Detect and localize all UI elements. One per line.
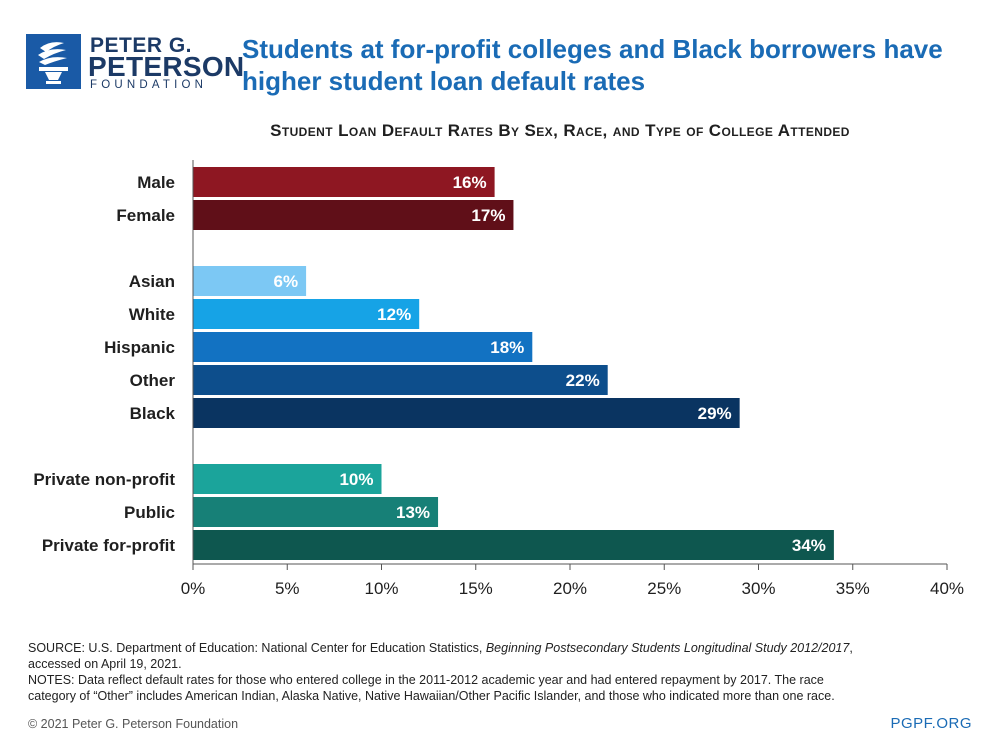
x-tick-label: 0% [181, 579, 206, 598]
data-label-private-for-profit: 34% [792, 536, 826, 555]
brand-name-line1: PETER G. [90, 34, 193, 57]
bar-black [193, 398, 740, 428]
category-label-black: Black [130, 404, 176, 423]
bar-asian [193, 266, 307, 296]
bar-female [193, 200, 514, 230]
source-prefix: SOURCE: U.S. Department of Education: Na… [28, 641, 486, 655]
bar-other [193, 365, 608, 395]
data-label-female: 17% [471, 206, 505, 225]
brand-name-line2: PETERSON [88, 51, 245, 82]
data-label-black: 29% [698, 404, 732, 423]
x-tick-label: 20% [553, 579, 587, 598]
x-tick-label: 25% [647, 579, 681, 598]
page-headline: Students at for-profit colleges and Blac… [242, 34, 943, 96]
source-suffix: , [849, 641, 853, 655]
bar-public [193, 497, 439, 527]
brand-logo: PETER G. PETERSON FOUNDATION [26, 34, 244, 94]
data-label-public: 13% [396, 503, 430, 522]
x-tick-label: 10% [364, 579, 398, 598]
torch-logo-icon [26, 34, 81, 89]
bar-chart: Male 16% Female 17% Asian 6% White 12% Hispanic 1… [33, 160, 964, 598]
site-link[interactable]: PGPF.ORG [890, 715, 972, 732]
source-title: Beginning Postsecondary Students Longitu… [485, 641, 850, 655]
data-label-other: 22% [566, 371, 600, 390]
x-tick-label: 30% [741, 579, 775, 598]
category-label-private-for-profit: Private for-profit [42, 536, 176, 555]
x-tick-label: 5% [275, 579, 300, 598]
category-label-public: Public [124, 503, 175, 522]
data-label-asian: 6% [274, 272, 299, 291]
category-label-hispanic: Hispanic [104, 338, 175, 357]
footer-source: SOURCE: U.S. Department of Education: Na… [28, 640, 978, 704]
category-label-private-non-profit: Private non-profit [33, 470, 175, 489]
x-tick-label: 15% [459, 579, 493, 598]
data-label-private-non-profit: 10% [339, 470, 373, 489]
category-label-female: Female [116, 206, 175, 225]
source-line-1: SOURCE: U.S. Department of Education: Na… [28, 640, 978, 656]
data-label-male: 16% [453, 173, 487, 192]
bar-white [193, 299, 420, 329]
source-line-2: accessed on April 19, 2021. [28, 657, 182, 671]
data-label-white: 12% [377, 305, 411, 324]
bar-hispanic [193, 332, 533, 362]
category-label-other: Other [130, 371, 176, 390]
bar-male [193, 167, 495, 197]
notes-line-2: category of “Other” includes American In… [28, 689, 835, 703]
x-axis: 0% 5% 10% 15% 20% 25% 30% 35% 40% [181, 160, 964, 598]
bar-private-for-profit [193, 530, 834, 560]
data-label-hispanic: 18% [490, 338, 524, 357]
brand-name-line3: FOUNDATION [90, 79, 208, 91]
bar-private-non-profit [193, 464, 382, 494]
notes-line-1: NOTES: Data reflect default rates for th… [28, 673, 824, 687]
bars-layer: Male 16% Female 17% Asian 6% White 12% Hispanic 1… [33, 167, 834, 560]
x-tick-label: 35% [836, 579, 870, 598]
torch-icon [38, 42, 68, 84]
chart-title: Student Loan Default Rates By Sex, Race,… [270, 121, 850, 140]
category-label-male: Male [137, 173, 175, 192]
x-tick-label: 40% [930, 579, 964, 598]
copyright-text: © 2021 Peter G. Peterson Foundation [28, 717, 239, 731]
category-label-white: White [129, 305, 175, 324]
category-label-asian: Asian [129, 272, 175, 291]
